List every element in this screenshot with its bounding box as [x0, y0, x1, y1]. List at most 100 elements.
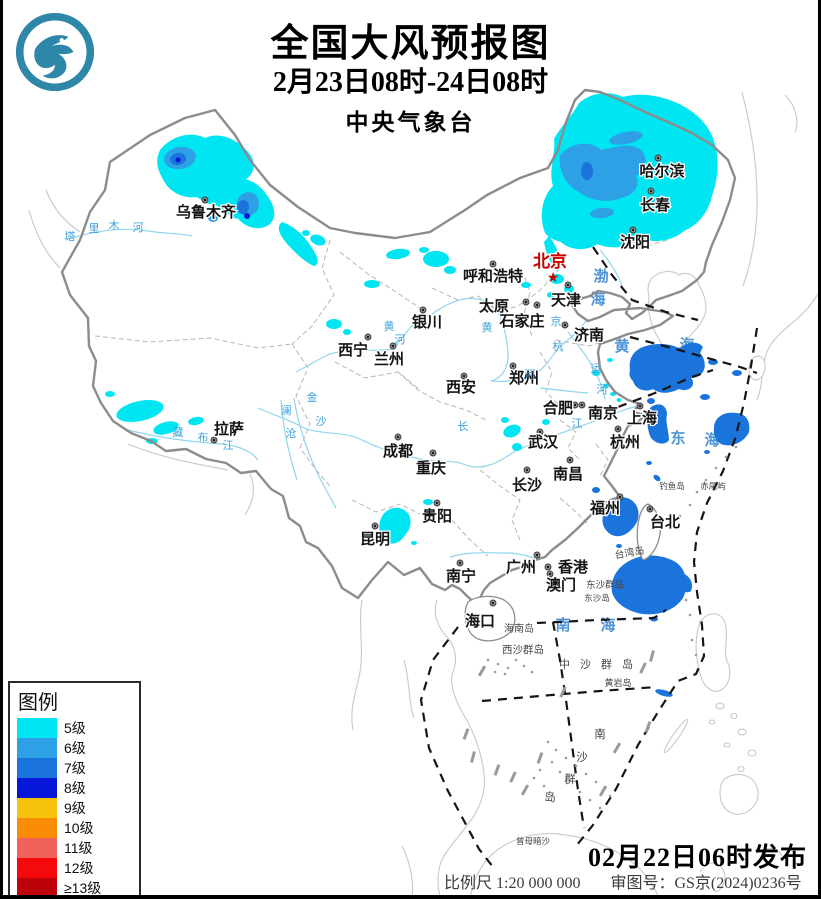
island-label: 南 [594, 727, 606, 741]
issue-time: 02月22日06时发布 [588, 843, 808, 872]
city-label: 海口 [465, 612, 495, 630]
city-marker: 重庆 [415, 449, 447, 478]
city-marker: 海口 [464, 599, 497, 631]
legend-item: 6级 [17, 738, 139, 758]
city-label: 乌鲁木齐 [176, 203, 237, 221]
city-label: 南宁 [446, 567, 476, 585]
svg-text:河: 河 [395, 333, 406, 346]
city-marker: 成都 [382, 433, 414, 461]
city-label: 西安 [446, 378, 476, 396]
city-label: 南京 [588, 404, 618, 422]
city-marker: 银川 [411, 306, 443, 332]
svg-text:布: 布 [198, 431, 209, 444]
city-label: 哈尔滨 [639, 162, 684, 180]
svg-text:藏: 藏 [173, 426, 184, 439]
legend-title: 图例 [18, 692, 58, 714]
legend-swatch-9 [17, 878, 57, 898]
svg-text:黄: 黄 [384, 319, 395, 333]
legend-swatch-6 [17, 818, 57, 838]
legend-swatch-4 [17, 778, 57, 798]
city-marker: 香港 [544, 557, 590, 577]
city-marker: 广州 [505, 551, 541, 577]
city-label: 福州 [589, 499, 620, 517]
svg-text:黄: 黄 [482, 320, 493, 334]
city-marker: 南宁 [445, 559, 477, 586]
island-label: 沙 [576, 751, 588, 764]
city-label: 郑州 [509, 369, 539, 387]
capital-marker: ★北京 [532, 250, 569, 285]
legend-label: 11级 [64, 840, 93, 856]
island-label: 东沙群岛 [586, 579, 624, 591]
city-marker: 南昌 [552, 456, 584, 484]
island-label: 黄岩岛 [604, 677, 631, 688]
city-label: 长春 [640, 196, 670, 214]
legend-item: 12级 [17, 858, 139, 878]
legend-label: ≥13级 [64, 880, 102, 896]
small-labels: 塔里木河黄河黄河长 江京杭运河澜沧金沙藏 布江台湾岛海南岛东沙群岛东沙岛西沙群岛中沙… [65, 219, 727, 846]
city-marker: 南京 [578, 401, 619, 423]
legend-box: 图例 5级 6级 7级 8级 9级 10级 11级 12级 ≥13级 [8, 681, 141, 899]
island-label: 西沙群岛 [502, 643, 544, 656]
city-marker: 杭州 [609, 425, 641, 452]
small-island-marks [462, 445, 738, 810]
svg-text:金: 金 [307, 390, 318, 404]
city-label: 南昌 [553, 465, 583, 483]
svg-text:南: 南 [555, 616, 570, 634]
svg-text:澜: 澜 [281, 403, 292, 417]
city-marker: 澳门 [545, 570, 577, 595]
legend-swatch-3 [17, 758, 57, 778]
map-meta: 比例尺 1:20 000 000 审图号：GS京(2024)0236号 [444, 869, 802, 893]
city-marker: 长春 [639, 187, 671, 215]
legend-item: 10级 [17, 818, 139, 838]
legend-label: 12级 [64, 860, 94, 876]
city-label: 济南 [574, 326, 604, 344]
city-marker: 沈阳 [619, 226, 651, 252]
legend-label: 10级 [64, 820, 94, 836]
city-marker: 天津 [550, 281, 582, 310]
city-label: 兰州 [374, 350, 404, 368]
city-label: 沈阳 [620, 233, 650, 251]
neighbor-coastlines [28, 91, 821, 899]
svg-text:河: 河 [525, 368, 536, 381]
legend-swatch-5 [17, 798, 57, 818]
city-label: 天津 [551, 291, 581, 309]
svg-text:塔: 塔 [65, 230, 76, 243]
city-label: 西宁 [338, 341, 368, 359]
city-marker: 台北 [646, 505, 681, 532]
city-label: 台北 [650, 513, 680, 531]
svg-text:东: 东 [670, 429, 685, 447]
legend-swatch-2 [17, 738, 57, 758]
island-label: 赤尾屿 [700, 481, 726, 491]
svg-text:长: 长 [458, 420, 469, 433]
city-label: 太原 [479, 297, 509, 315]
city-label: 昆明 [360, 531, 390, 548]
svg-text:里: 里 [89, 222, 100, 235]
svg-text:江: 江 [223, 439, 234, 452]
city-label: 上海 [627, 409, 657, 427]
city-marker: 兰州 [373, 342, 405, 369]
legend-swatch-8 [17, 858, 57, 878]
svg-text:江: 江 [572, 417, 583, 430]
city-label: 拉萨 [214, 420, 244, 438]
svg-text:京: 京 [551, 314, 562, 328]
city-label: 长沙 [512, 476, 542, 494]
legend-item: 5级 [17, 718, 139, 738]
capital-label: 北京 [533, 251, 567, 271]
city-label: 呼和浩特 [463, 267, 523, 285]
city-label: 澳门 [546, 576, 576, 594]
city-label: 贵阳 [422, 507, 452, 525]
city-label: 广州 [506, 558, 536, 576]
island-label: 群 [564, 772, 576, 786]
svg-text:杭: 杭 [553, 339, 564, 353]
island-label: 中沙群岛 [559, 657, 643, 671]
svg-text:★: ★ [547, 269, 560, 285]
city-marker: 济南 [561, 321, 605, 345]
svg-text:河: 河 [597, 383, 608, 396]
maritime-dashed-lines [419, 246, 759, 868]
city-label: 香港 [558, 558, 589, 576]
island-label: 东沙岛 [584, 593, 610, 603]
map-approval-number: 审图号：GS京(2024)0236号 [610, 875, 802, 892]
city-marker: 福州 [588, 493, 624, 518]
city-marker: 武汉 [527, 428, 560, 452]
